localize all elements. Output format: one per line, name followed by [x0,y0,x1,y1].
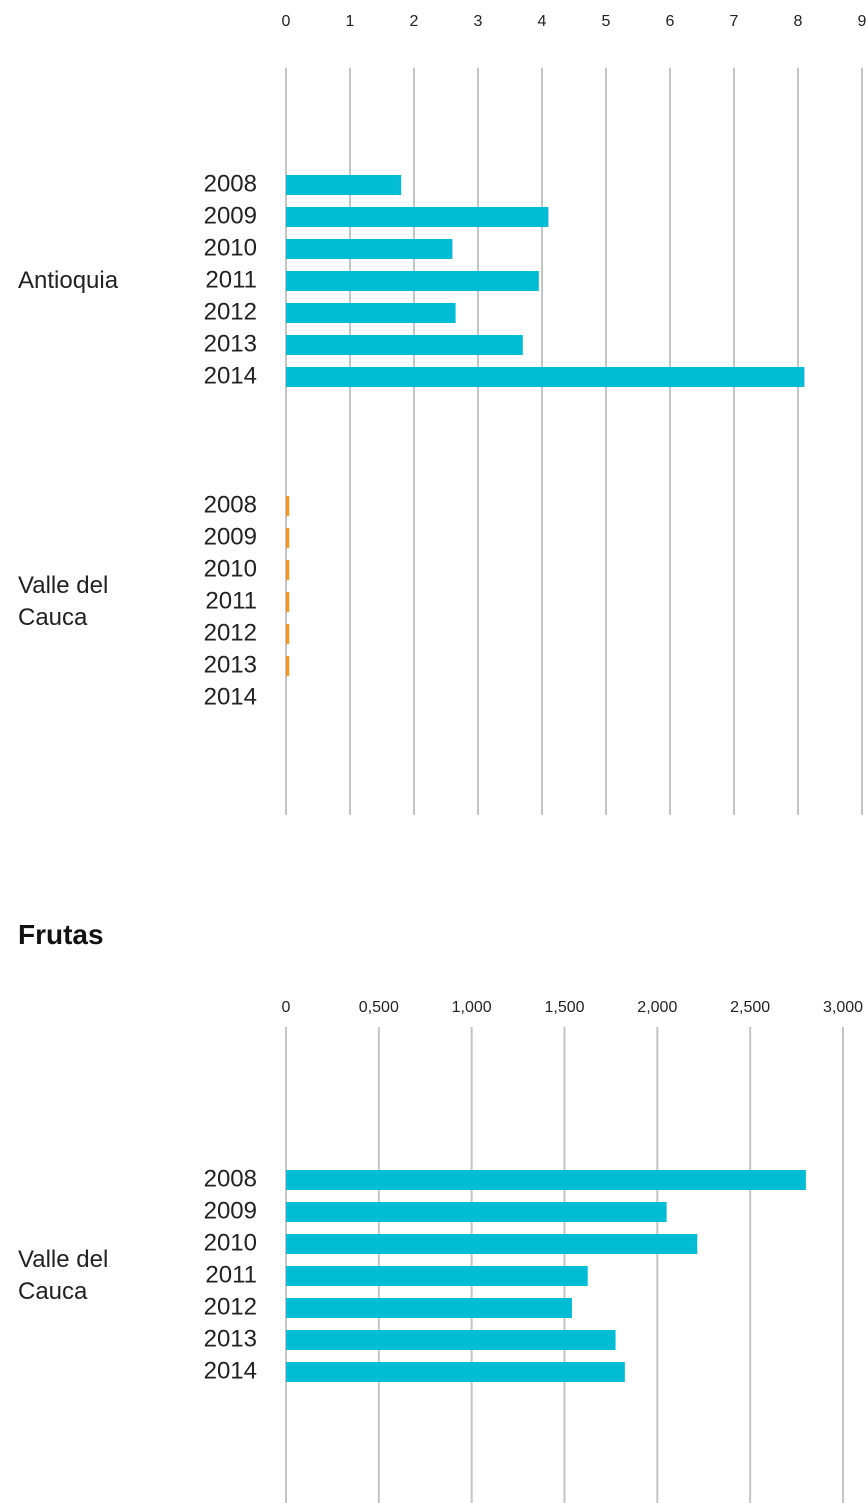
x-tick-label: 0 [282,999,291,1016]
category-label: 2011 [205,1261,257,1288]
category-label: 2009 [204,202,257,229]
x-tick-label: 3 [474,13,483,30]
category-label: 2012 [204,298,257,325]
bar [286,560,290,580]
category-label: 2013 [204,1325,257,1352]
category-label: 2009 [204,523,257,550]
bar [286,656,290,676]
x-tick-label: 8 [794,13,803,30]
x-tick-label: 3,000 [823,999,863,1016]
group-label: Valle del Cauca [18,1246,109,1305]
bar [286,1170,806,1190]
bar [286,239,453,259]
x-tick-label: 0,500 [359,999,399,1016]
category-label: 2014 [204,362,257,389]
category-label: 2008 [204,170,257,197]
category-label: 2009 [204,1197,257,1224]
x-tick-label: 1 [346,13,355,30]
category-label: 2013 [204,651,257,678]
category-label: 2010 [204,555,257,582]
category-label: 2013 [204,330,257,357]
x-tick-label: 1,000 [452,999,492,1016]
bar [286,496,290,516]
group-label: Antioquia [18,267,119,294]
bar [286,335,523,355]
bar [286,175,402,195]
bar [286,528,290,548]
x-tick-label: 5 [602,13,611,30]
bar [286,624,290,644]
x-tick-label: 7 [730,13,739,30]
bar [286,367,805,387]
bar [286,207,549,227]
category-label: 2008 [204,1165,257,1192]
x-tick-label: 4 [538,13,547,30]
x-tick-label: 2,000 [637,999,677,1016]
x-tick-label: 0 [282,13,291,30]
bar [286,271,539,291]
x-tick-label: 2 [410,13,419,30]
bar [286,1202,667,1222]
bar [286,1298,572,1318]
category-label: 2010 [204,234,257,261]
bar [286,1362,625,1382]
group-label: Valle del Cauca [18,572,109,631]
bar [286,1330,616,1350]
bar [286,1234,698,1254]
category-label: 2012 [204,1293,257,1320]
bar [286,592,290,612]
category-label: 2012 [204,619,257,646]
category-label: 2008 [204,491,257,518]
x-tick-label: 1,500 [544,999,584,1016]
bar [286,303,456,323]
bar [286,1266,588,1286]
x-tick-label: 2,500 [730,999,770,1016]
category-label: 2010 [204,1229,257,1256]
category-label: 2011 [205,587,257,614]
category-label: 2011 [205,266,257,293]
section-title: Frutas [18,919,104,950]
x-tick-label: 9 [858,13,866,30]
category-label: 2014 [204,683,257,710]
category-label: 2014 [204,1357,257,1384]
x-tick-label: 6 [666,13,675,30]
